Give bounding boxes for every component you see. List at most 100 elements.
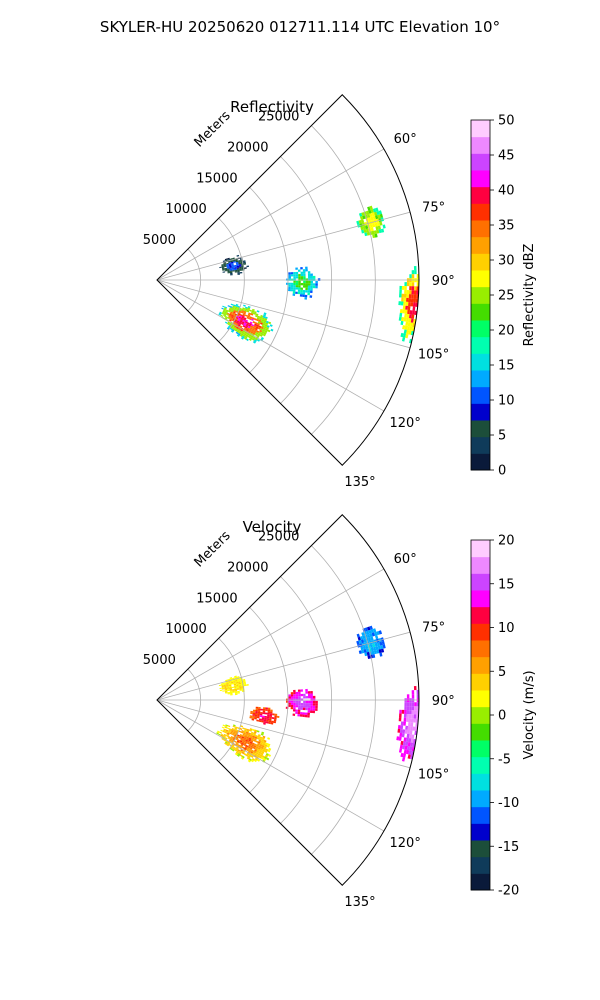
echo-cell [402,309,406,314]
echo-cell [376,630,380,636]
echo-cell [424,282,427,286]
echo-cell [256,719,259,722]
echo-cell [251,731,254,735]
echo-cell [369,625,373,630]
echo-cell [404,309,408,314]
echo-cell [228,682,231,684]
echo-cell [397,728,401,733]
echo-cell [264,316,268,320]
echo-cell [371,212,375,217]
echo-cell [267,709,271,712]
echo-cell [235,316,239,320]
echo-cell [247,307,251,310]
colorbar-label: Reflectivity dBZ [522,244,537,347]
echo-cell [293,689,296,693]
echo-cell [232,270,235,272]
echo-cell [247,305,251,309]
echo-cell [251,324,255,327]
echo-cell [288,694,291,697]
echo-cell [241,316,245,319]
echo-cell [379,652,383,657]
echo-cell [229,265,232,268]
echo-cell [428,719,431,723]
echo-cell [396,736,400,741]
echo-cell [249,715,253,718]
echo-cell [254,747,258,751]
echo-cell [401,733,405,738]
echo-cell [232,327,236,331]
echo-cell [230,694,233,696]
echo-cell [241,314,245,318]
echo-cell [400,725,404,730]
echo-cell [420,740,423,745]
echo-cell [290,282,294,285]
echo-cell [257,734,261,737]
echo-cell [264,712,268,715]
echo-cell [230,311,233,314]
colorbar-swatch [471,756,490,774]
echo-cell [295,276,299,279]
echo-cell [276,715,280,719]
echo-cell [267,714,270,717]
echo-cell [236,268,240,270]
echo-cell [403,737,407,742]
echo-cell [406,313,410,319]
echo-cell [257,714,260,717]
echo-cell [369,643,374,648]
colorbar-swatch [471,303,490,321]
echo-cell [304,294,308,298]
echo-cell [265,721,269,724]
echo-cell [227,317,231,320]
echo-cell [227,257,230,260]
echo-cell [402,333,407,338]
echo-cell [406,710,410,715]
echo-cell [226,322,230,326]
echo-cell [259,742,263,745]
echo-cell [425,299,428,303]
echo-cell [425,308,428,312]
echo-cell [295,287,299,290]
echo-cell [241,335,245,339]
echo-cell [239,271,243,274]
echo-cell [248,748,252,752]
echo-cell [422,744,425,749]
echo-cell [245,324,249,328]
echo-cell [233,683,237,686]
echo-cell [428,304,431,309]
echo-cell [224,306,228,309]
echo-cell [240,737,244,740]
echo-cell [248,317,252,321]
echo-cell [255,751,259,755]
echo-cell [248,739,251,742]
echo-cell [262,707,266,710]
echo-cell [254,716,258,718]
echo-cell [248,312,252,315]
echo-cell [367,217,372,222]
echo-cell [397,724,401,730]
echo-cell [263,331,267,335]
echo-cell [269,713,273,716]
echo-cell [239,689,243,691]
colorbar-tick-label: 15 [498,577,515,592]
azimuth-tick-label: 60° [394,552,417,567]
echo-cell [236,684,239,687]
echo-cell [224,312,227,315]
echo-cell [236,254,240,257]
colorbar-swatch [471,556,490,574]
echo-cell [230,680,234,683]
echo-cell [398,301,402,306]
echo-cell [224,317,228,320]
echo-cell [231,307,235,311]
echo-cell [234,688,238,691]
echo-cell [264,330,268,333]
echo-cell [235,322,239,326]
echo-cell [238,685,242,687]
echo-cell [411,710,415,715]
echo-cell [221,685,225,687]
azimuth-tick-label: 90° [432,274,455,289]
echo-cell [269,324,273,327]
echo-cell [425,723,428,727]
echo-cell [416,327,419,333]
echo-cell [267,329,271,333]
echo-cell [297,291,301,295]
